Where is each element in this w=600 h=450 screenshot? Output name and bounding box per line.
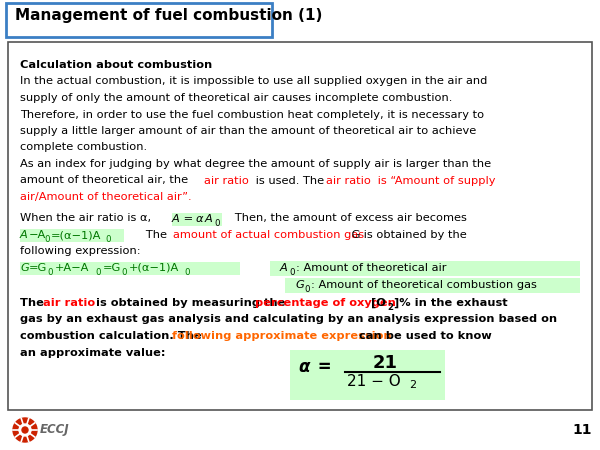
Text: 0: 0 bbox=[95, 268, 101, 277]
Text: is “Amount of supply: is “Amount of supply bbox=[374, 176, 496, 185]
Text: The: The bbox=[135, 230, 170, 240]
Text: : Amount of theoretical air: : Amount of theoretical air bbox=[296, 263, 446, 273]
Text: is used. The: is used. The bbox=[252, 176, 328, 185]
Text: is obtained by the: is obtained by the bbox=[360, 230, 467, 240]
Text: air ratio: air ratio bbox=[326, 176, 371, 185]
Text: percentage of oxygen: percentage of oxygen bbox=[255, 298, 396, 308]
Bar bbox=[20, 262, 240, 275]
Text: amount of actual combustion gas: amount of actual combustion gas bbox=[173, 230, 364, 240]
Text: 0: 0 bbox=[44, 235, 49, 244]
Text: When the air ratio is α,: When the air ratio is α, bbox=[20, 213, 155, 224]
Text: ECCJ: ECCJ bbox=[40, 423, 70, 436]
Text: G: G bbox=[348, 230, 361, 240]
Circle shape bbox=[22, 427, 28, 433]
Text: can be used to know: can be used to know bbox=[355, 331, 492, 341]
Text: 21: 21 bbox=[373, 355, 398, 373]
Text: supply a little larger amount of air than the amount of theoretical air to achie: supply a little larger amount of air tha… bbox=[20, 126, 476, 136]
Text: =G: =G bbox=[29, 263, 47, 273]
Text: 0: 0 bbox=[214, 219, 220, 228]
Text: following expression:: following expression: bbox=[20, 247, 140, 256]
Text: combustion calculation. The: combustion calculation. The bbox=[20, 331, 206, 341]
Bar bbox=[290, 350, 445, 400]
Text: following approximate expression: following approximate expression bbox=[172, 331, 392, 341]
Text: 0: 0 bbox=[121, 268, 127, 277]
Text: 0: 0 bbox=[105, 235, 110, 244]
Bar bbox=[172, 212, 222, 225]
Text: α: α bbox=[298, 357, 310, 375]
Text: G: G bbox=[295, 279, 304, 289]
Text: =G: =G bbox=[103, 263, 121, 273]
Text: air ratio: air ratio bbox=[43, 298, 95, 308]
Bar bbox=[20, 229, 124, 242]
Bar bbox=[285, 278, 580, 292]
Text: an approximate value:: an approximate value: bbox=[20, 347, 166, 357]
Text: A: A bbox=[205, 213, 213, 224]
Text: amount of theoretical air, the: amount of theoretical air, the bbox=[20, 176, 192, 185]
Text: In the actual combustion, it is impossible to use all supplied oxygen in the air: In the actual combustion, it is impossib… bbox=[20, 76, 487, 86]
Text: +A−A: +A−A bbox=[55, 263, 89, 273]
Text: 2: 2 bbox=[387, 303, 393, 312]
Bar bbox=[270, 261, 580, 276]
Text: 0: 0 bbox=[184, 268, 190, 277]
Text: [O: [O bbox=[367, 298, 386, 308]
Text: : Amount of theoretical combustion gas: : Amount of theoretical combustion gas bbox=[311, 279, 537, 289]
Text: A: A bbox=[20, 230, 28, 240]
Text: As an index for judging by what degree the amount of supply air is larger than t: As an index for judging by what degree t… bbox=[20, 159, 491, 169]
Text: +(α−1)A: +(α−1)A bbox=[129, 263, 179, 273]
Text: supply of only the amount of theoretical air causes incomplete combustion.: supply of only the amount of theoretical… bbox=[20, 93, 452, 103]
Text: 0: 0 bbox=[47, 268, 53, 277]
Text: 2: 2 bbox=[409, 379, 416, 390]
Text: Calculation about combustion: Calculation about combustion bbox=[20, 60, 212, 70]
Text: 0: 0 bbox=[289, 268, 295, 277]
Text: =: = bbox=[312, 357, 332, 375]
Text: The: The bbox=[20, 298, 48, 308]
Text: G: G bbox=[20, 263, 29, 273]
Text: 21 − O: 21 − O bbox=[347, 374, 401, 388]
Text: Management of fuel combustion (1): Management of fuel combustion (1) bbox=[15, 8, 322, 23]
Circle shape bbox=[13, 418, 37, 442]
Text: A: A bbox=[172, 213, 180, 224]
FancyBboxPatch shape bbox=[6, 3, 272, 37]
Bar bbox=[8, 42, 592, 410]
Text: =: = bbox=[180, 213, 197, 224]
Text: gas by an exhaust gas analysis and calculating by an analysis expression based o: gas by an exhaust gas analysis and calcu… bbox=[20, 315, 557, 324]
Text: α: α bbox=[196, 213, 203, 224]
Text: complete combustion.: complete combustion. bbox=[20, 143, 147, 153]
Text: A: A bbox=[280, 263, 288, 273]
Text: air/Amount of theoretical air”.: air/Amount of theoretical air”. bbox=[20, 192, 191, 202]
Text: Therefore, in order to use the fuel combustion heat completely, it is necessary : Therefore, in order to use the fuel comb… bbox=[20, 109, 484, 120]
Circle shape bbox=[19, 424, 31, 436]
Text: ]% in the exhaust: ]% in the exhaust bbox=[394, 298, 508, 308]
Text: =(α−1)A: =(α−1)A bbox=[51, 230, 101, 240]
Text: −A: −A bbox=[29, 230, 46, 240]
Text: Then, the amount of excess air becomes: Then, the amount of excess air becomes bbox=[224, 213, 467, 224]
Text: 0: 0 bbox=[304, 284, 310, 293]
Text: 11: 11 bbox=[572, 423, 592, 437]
Text: air ratio: air ratio bbox=[204, 176, 249, 185]
Text: is obtained by measuring the: is obtained by measuring the bbox=[92, 298, 289, 308]
